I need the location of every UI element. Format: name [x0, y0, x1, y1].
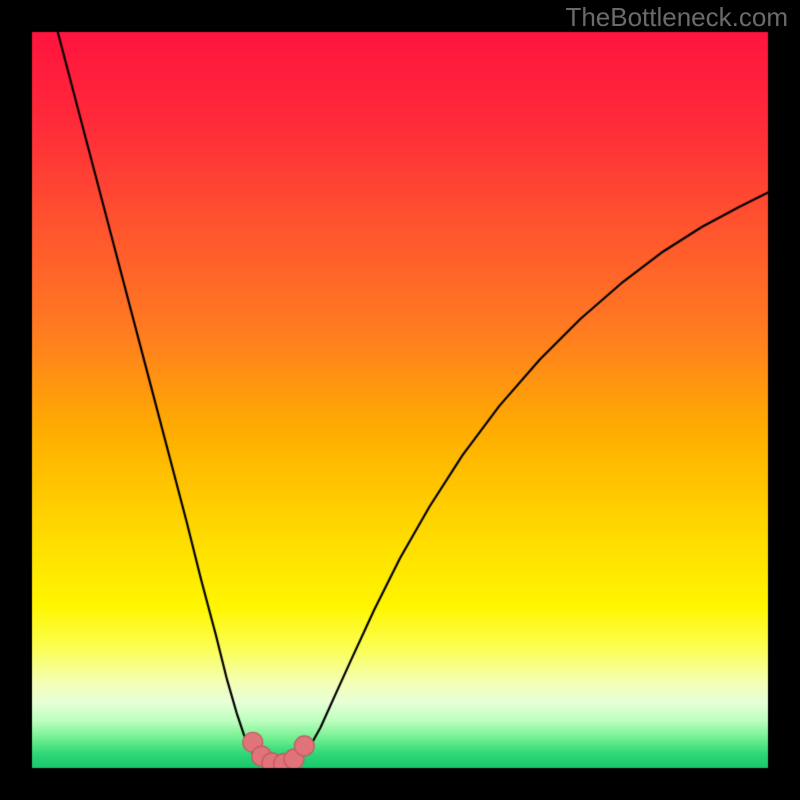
bottleneck-chart-canvas — [0, 0, 800, 800]
chart-container: TheBottleneck.com — [0, 0, 800, 800]
watermark-text: TheBottleneck.com — [565, 2, 788, 33]
